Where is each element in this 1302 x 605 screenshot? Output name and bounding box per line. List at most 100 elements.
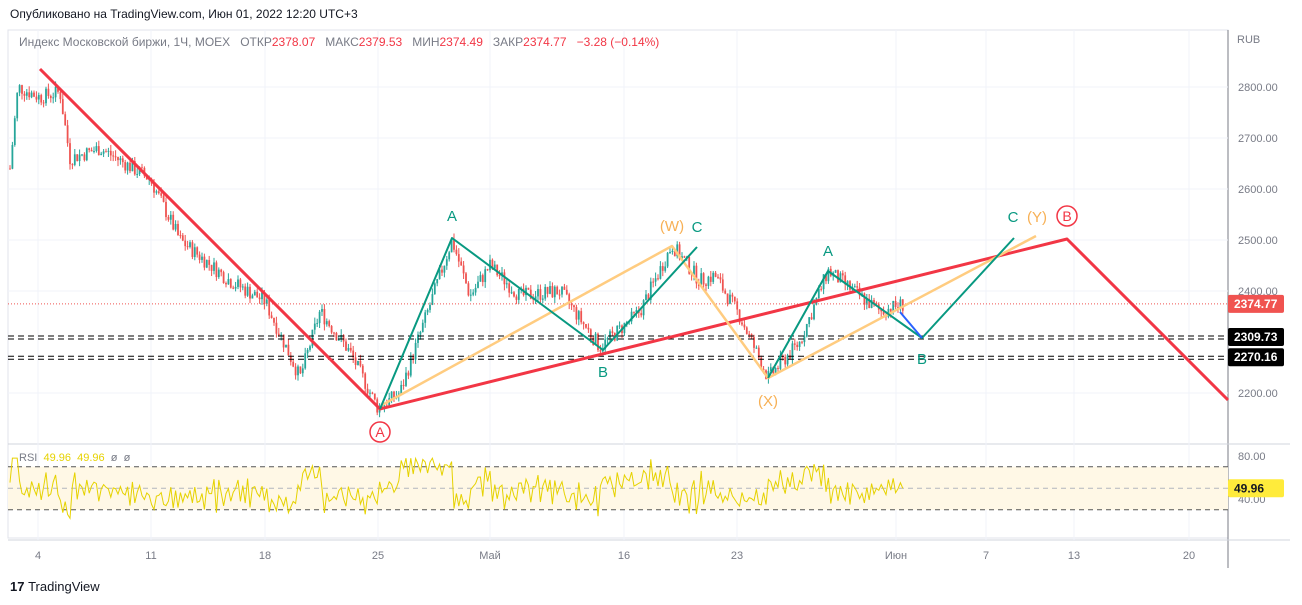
candle-body bbox=[822, 274, 825, 290]
candle-body bbox=[515, 296, 518, 300]
candle-body bbox=[11, 144, 14, 169]
candle-body bbox=[25, 92, 28, 96]
candle-body bbox=[414, 342, 417, 360]
candle-body bbox=[642, 300, 645, 316]
candle-body bbox=[659, 266, 662, 279]
candle-body bbox=[592, 337, 595, 345]
high-value: 2379.53 bbox=[358, 35, 403, 49]
candle-body bbox=[57, 86, 59, 92]
candle-body bbox=[153, 183, 155, 193]
candle-body bbox=[196, 247, 199, 255]
candle-body bbox=[649, 281, 652, 300]
candle-body bbox=[899, 299, 902, 309]
candle-body bbox=[721, 279, 724, 291]
candle-body bbox=[299, 366, 302, 374]
candle-body bbox=[553, 286, 556, 298]
candle-body bbox=[491, 259, 494, 269]
time-tick: 16 bbox=[618, 550, 630, 562]
candle-body bbox=[736, 301, 739, 310]
candle-body bbox=[652, 281, 655, 283]
candle-body bbox=[647, 294, 650, 300]
wave-label: B bbox=[917, 351, 927, 368]
candle-body bbox=[897, 306, 899, 309]
candle-body bbox=[227, 279, 230, 285]
candle-body bbox=[865, 298, 868, 305]
candle-body bbox=[789, 355, 791, 359]
candle-body bbox=[323, 308, 326, 325]
candle-body bbox=[16, 92, 19, 119]
candle-body bbox=[345, 341, 347, 351]
wave-label: C bbox=[692, 219, 703, 236]
level-badge bbox=[1228, 348, 1284, 367]
candle-body bbox=[129, 162, 131, 172]
candle-body bbox=[258, 297, 261, 300]
candle-body bbox=[455, 249, 458, 255]
candle-body bbox=[174, 223, 177, 230]
candle-body bbox=[599, 350, 602, 352]
candle-body bbox=[683, 256, 686, 258]
candle-body bbox=[827, 268, 830, 282]
candle-body bbox=[201, 256, 203, 260]
candle-body bbox=[779, 356, 782, 369]
candle-body bbox=[611, 331, 614, 333]
candle-body bbox=[529, 289, 532, 299]
symbol-name: Индекс Московской биржи, 1Ч, MOEX bbox=[19, 35, 231, 49]
time-tick: 20 bbox=[1183, 550, 1195, 562]
candle-body bbox=[177, 223, 179, 236]
candle-body bbox=[157, 191, 160, 194]
candle-body bbox=[273, 317, 275, 323]
candle-body bbox=[97, 146, 100, 156]
candle-body bbox=[726, 293, 729, 304]
candle-body bbox=[777, 367, 779, 369]
candle-body bbox=[342, 335, 345, 342]
candle-body bbox=[870, 300, 873, 308]
candle-body bbox=[229, 279, 232, 288]
price-tick: 2700.00 bbox=[1238, 133, 1278, 145]
candle-body bbox=[21, 85, 23, 94]
candle-body bbox=[587, 327, 590, 330]
candle-body bbox=[717, 276, 719, 278]
candle-body bbox=[606, 338, 609, 340]
candle-body bbox=[472, 292, 475, 295]
candle-body bbox=[774, 367, 777, 374]
candle-body bbox=[453, 239, 455, 250]
candle-body bbox=[59, 91, 62, 100]
wave-label: C bbox=[1008, 209, 1019, 226]
level-badge-text: 2309.73 bbox=[1234, 330, 1278, 344]
candle-body bbox=[179, 235, 182, 237]
candle-body bbox=[263, 292, 266, 304]
candle-body bbox=[35, 96, 38, 100]
primary-wave-line bbox=[38, 67, 1230, 411]
candle-body bbox=[131, 160, 134, 172]
candle-body bbox=[42, 102, 45, 104]
candle-body bbox=[604, 339, 607, 350]
candle-body bbox=[496, 264, 499, 276]
candle-body bbox=[373, 393, 376, 400]
logo-icon: 17 bbox=[10, 579, 25, 594]
candle-body bbox=[81, 154, 83, 156]
candle-body bbox=[513, 292, 515, 297]
candle-body bbox=[825, 274, 827, 282]
candle-body bbox=[407, 372, 410, 376]
time-tick: 4 bbox=[35, 550, 41, 562]
candle-body bbox=[479, 275, 482, 282]
candle-body bbox=[436, 279, 439, 284]
candle-body bbox=[301, 368, 304, 374]
wave-label: B bbox=[598, 364, 608, 381]
candle-body bbox=[894, 300, 897, 307]
candle-body bbox=[433, 283, 436, 295]
candle-body bbox=[541, 298, 544, 300]
candle-body bbox=[484, 269, 487, 283]
candle-body bbox=[561, 286, 563, 295]
candle-body bbox=[781, 356, 784, 358]
candle-body bbox=[738, 309, 741, 323]
candle-body bbox=[71, 164, 74, 166]
candle-body bbox=[109, 150, 112, 156]
rsi-value: 49.96 bbox=[43, 452, 71, 464]
candle-body bbox=[745, 327, 748, 334]
candle-body bbox=[813, 304, 815, 320]
candle-body bbox=[357, 360, 359, 366]
candle-body bbox=[412, 355, 415, 360]
candle-body bbox=[169, 214, 172, 220]
